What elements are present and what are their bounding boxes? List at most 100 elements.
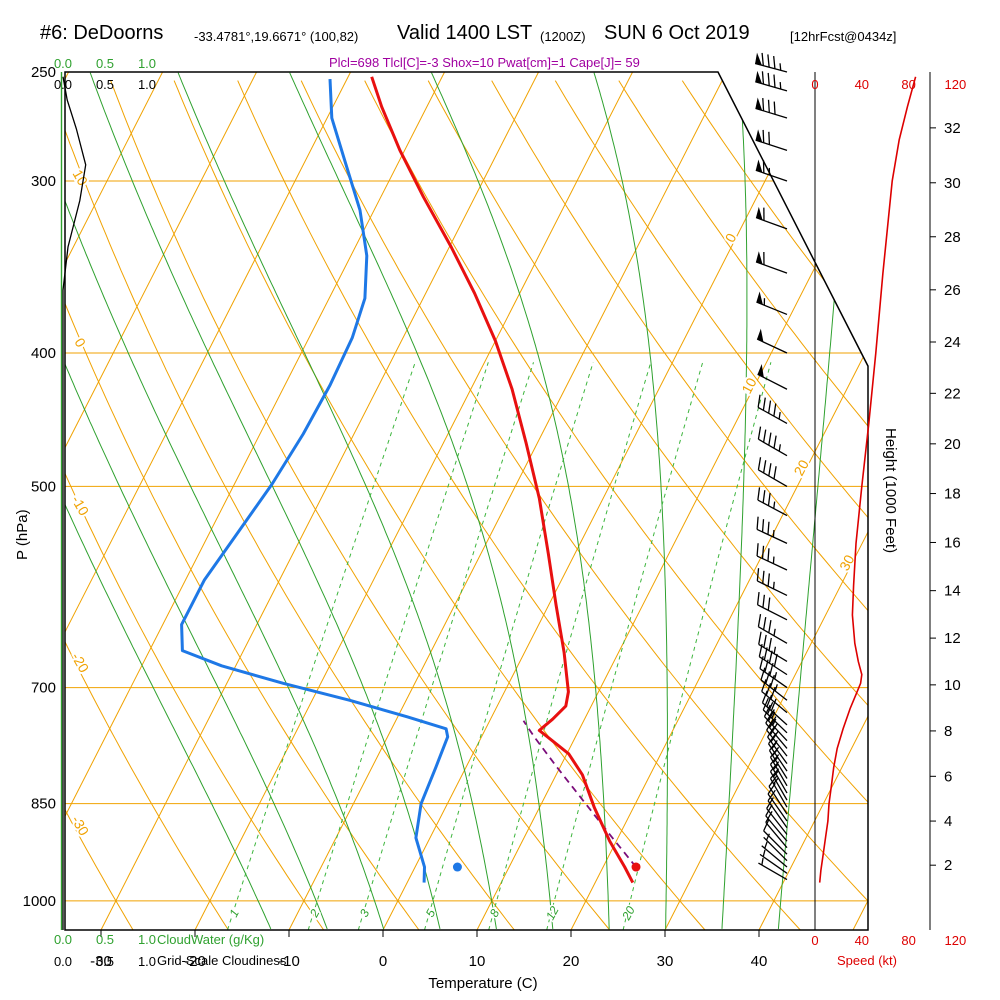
barb-full (760, 667, 766, 681)
dry-adiabat-line (65, 80, 134, 930)
dry-adiabat-line (237, 80, 801, 930)
valid-zulu: (1200Z) (540, 29, 586, 44)
dry-adiabat-label: -30 (68, 813, 92, 839)
mixing-ratio-line (622, 362, 772, 930)
barb-staff (759, 853, 788, 874)
temperature-tick-label: 0 (379, 953, 387, 970)
temp-axis-ticks (100, 930, 760, 937)
wind-barb (762, 697, 788, 734)
barb-full (762, 490, 766, 503)
barb-half (773, 646, 777, 654)
speed-tick-label: 0 (811, 77, 818, 92)
barb-staff (756, 301, 788, 316)
barb-full (766, 718, 774, 731)
wind-barb (756, 568, 788, 597)
moist-adiabat-line (431, 72, 610, 929)
wind-barb (760, 667, 788, 701)
wind-barb (757, 487, 788, 517)
barb-half (762, 849, 766, 857)
barb-half (764, 841, 768, 849)
speed-tick-label: 80 (901, 77, 915, 92)
moist-adiabat-line (65, 72, 328, 930)
dry-adiabat-label: -10 (68, 493, 92, 519)
cloudiness-scale-value: 0.5 (96, 954, 114, 969)
dry-adiabat-line (300, 80, 868, 930)
wind-barb (755, 206, 788, 230)
dry-adiabat-line (618, 80, 868, 930)
height-tick-label: 4 (944, 813, 952, 830)
cloudiness-scale-value: 1.0 (138, 954, 156, 969)
temperature-tick-label: 30 (657, 953, 674, 970)
barb-full (756, 543, 759, 557)
barb-full (773, 653, 778, 667)
barb-full (769, 768, 780, 780)
barb-pennant (755, 251, 763, 265)
height-tick-label: 18 (944, 486, 961, 503)
profiles (180, 76, 637, 884)
mixing-ratio-line (307, 362, 489, 930)
temperature-curve (370, 76, 635, 884)
barb-half (773, 628, 776, 636)
barb-staff (767, 800, 788, 829)
barb-pennant (757, 328, 764, 343)
barb-staff (763, 830, 788, 855)
barb-pennant (755, 70, 763, 84)
isotherm-line (65, 72, 352, 930)
temperature-tick-label: -20 (184, 953, 206, 970)
barb-full (761, 545, 765, 559)
mixing-ratio-line (227, 362, 416, 930)
barb-full (766, 694, 773, 708)
barb-full (769, 716, 777, 729)
speed-tick-label: 120 (945, 933, 967, 948)
wind-barb (755, 129, 788, 151)
isotherm-line (382, 72, 822, 930)
barb-full (756, 516, 759, 530)
wind-barb (761, 679, 788, 714)
barb-half (774, 671, 778, 680)
isotherm-label: 10 (738, 375, 760, 396)
barb-full (757, 457, 762, 471)
barb-full (773, 101, 776, 115)
mixing-ratio-line (357, 362, 534, 930)
barb-half (772, 581, 775, 589)
barb-full (768, 637, 772, 651)
wind-barb (757, 394, 788, 424)
barb-full (762, 460, 767, 474)
speed-tick-labels-top: 0 40 80 120 (811, 77, 966, 92)
moist-adiabat-line (89, 72, 441, 930)
barb-full (757, 487, 761, 501)
dry-adiabat-line (65, 80, 325, 930)
barb-full (767, 99, 770, 113)
barb-full (768, 432, 772, 446)
height-tick-label: 2 (944, 857, 952, 874)
dry-adiabat-line (173, 80, 706, 930)
dry-adiabat-line (65, 80, 420, 930)
height-tick-label: 24 (944, 334, 961, 351)
barb-staff (755, 216, 788, 230)
cloudwater-scale-top: 0.0 0.5 1.0 (54, 56, 156, 71)
moist-adiabat-line (593, 72, 668, 929)
dry-adiabat-line (808, 80, 868, 930)
barb-pennant (755, 129, 763, 143)
barb-staff (756, 528, 788, 544)
cloudiness-profile (62, 76, 87, 930)
mixing-ratio-label: 12 (543, 904, 562, 923)
temperature-axis-label: Temperature (C) (428, 975, 538, 992)
isotherm-line (852, 72, 868, 930)
cloudwater-axis-label: CloudWater (g/Kg) (157, 932, 265, 947)
barb-full (762, 570, 765, 584)
wind-barb (761, 841, 788, 868)
wind-barb (756, 291, 788, 316)
barb-staff (754, 62, 788, 73)
wind-barb (763, 704, 788, 742)
barb-full (763, 704, 771, 717)
isotherm-line (570, 72, 868, 930)
barb-full (768, 732, 777, 745)
barb-full (761, 519, 765, 533)
sounding-params: Plcl=698 Tlcl[C]=-3 Shox=10 Pwat[cm]=1 C… (329, 55, 640, 70)
speed-tick-label: 80 (901, 933, 915, 948)
wind-barb (761, 690, 788, 726)
isotherm-line (194, 72, 634, 930)
